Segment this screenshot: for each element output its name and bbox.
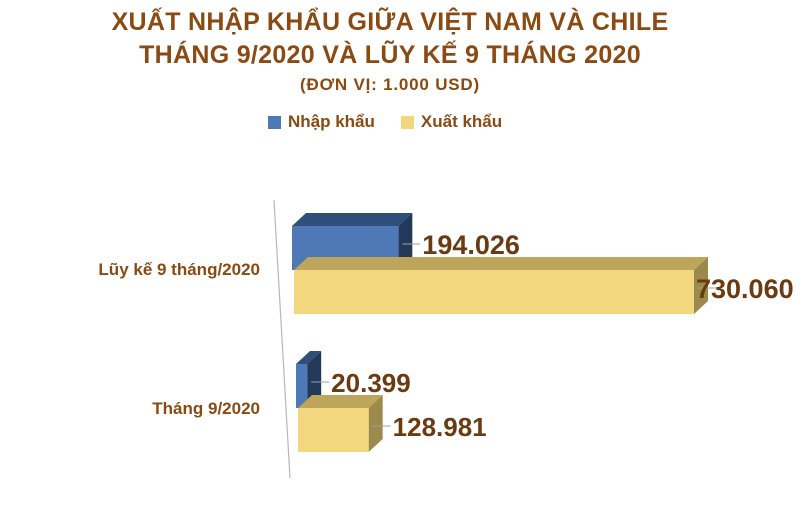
bar-export <box>298 408 369 452</box>
category-label: Lũy kế 9 tháng/2020 <box>98 260 260 279</box>
data-label-export: 730.060 <box>696 274 794 304</box>
chart-title-line-2: THÁNG 9/2020 VÀ LŨY KẾ 9 THÁNG 2020 <box>139 41 641 69</box>
bar-export-top-face <box>298 395 383 408</box>
legend-swatch-export <box>400 115 414 129</box>
legend-label-import: Nhập khẩu <box>288 112 375 131</box>
data-label-import: 20.399 <box>331 368 411 398</box>
legend-label-export: Xuất khẩu <box>420 112 503 131</box>
legend-item-import: Nhập khẩu <box>268 112 375 132</box>
bar-import-top-face <box>296 351 322 364</box>
legend-item-export: Xuất khẩu <box>400 112 503 132</box>
category-label: Tháng 9/2020 <box>152 399 260 418</box>
bar-export-top-face <box>294 257 708 270</box>
bar-export-side-face <box>368 395 383 452</box>
chart-title-line-1: XUẤT NHẬP KHẨU GIỮA VIỆT NAM VÀ CHILE <box>111 8 669 36</box>
bar-export <box>294 270 694 314</box>
legend-swatch-import <box>268 115 281 129</box>
bar-export-side-face <box>694 257 708 314</box>
bar-import-side-face <box>307 351 322 408</box>
bar-import-top-face <box>292 213 413 226</box>
category-axis-line <box>273 199 291 479</box>
data-label-import: 194.026 <box>422 230 520 260</box>
bar-import <box>296 364 308 408</box>
chart-legend: Nhập khẩu Xuất khẩu <box>268 112 502 132</box>
bar-import-side-face <box>398 213 413 270</box>
chart-unit-subtitle: (ĐƠN VỊ: 1.000 USD) <box>300 75 480 94</box>
data-label-export: 128.981 <box>393 412 487 442</box>
